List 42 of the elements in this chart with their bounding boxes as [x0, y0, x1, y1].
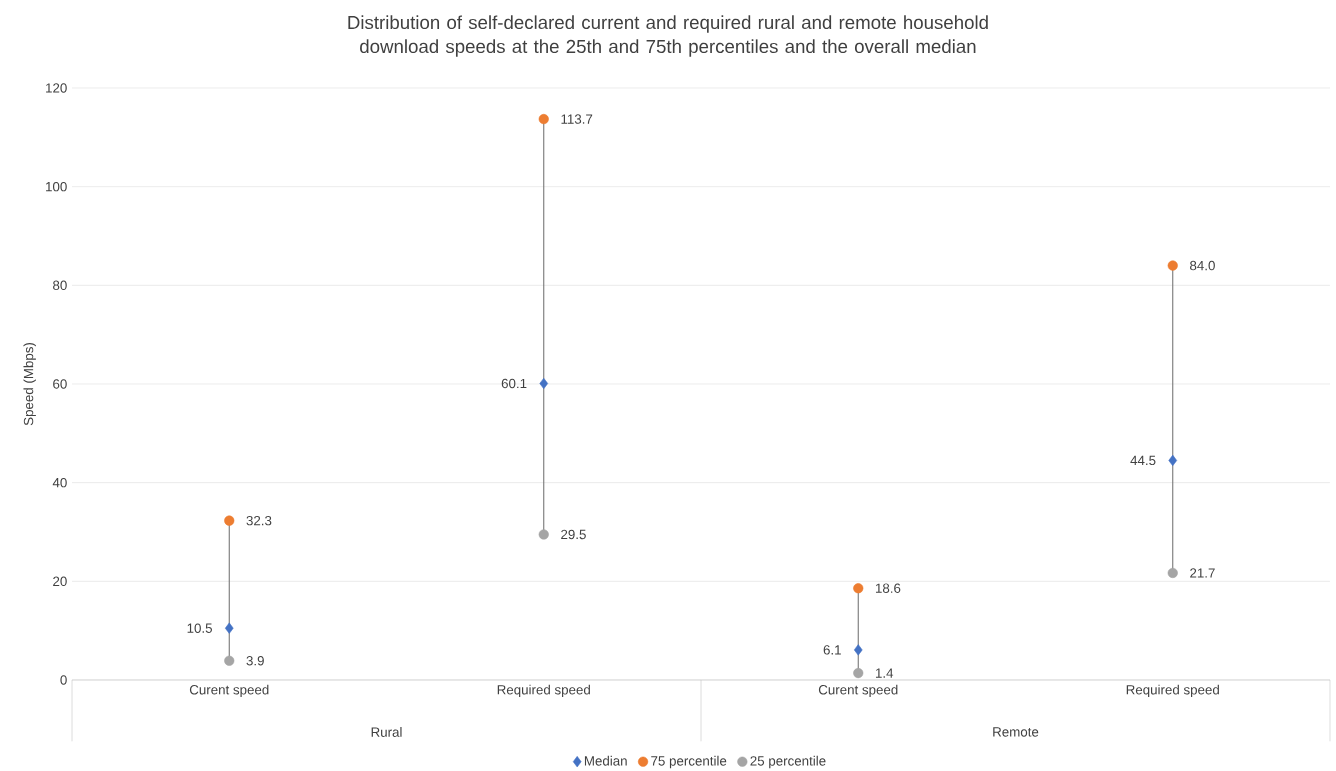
point	[224, 515, 235, 526]
point	[538, 529, 549, 540]
point	[538, 114, 549, 125]
x-tick-label: Curent speed	[818, 684, 898, 698]
legend-label: 75 percentile	[651, 755, 727, 769]
data-label: 29.5	[561, 529, 586, 540]
y-tick-label: 60	[53, 379, 67, 389]
point	[853, 583, 864, 594]
data-label: 32.3	[246, 515, 272, 526]
x-tick-label: Required speed	[497, 684, 590, 698]
point	[1167, 260, 1178, 271]
data-label: 84.0	[1190, 260, 1215, 271]
y-tick-label: 20	[53, 576, 67, 587]
data-label: 60.1	[501, 378, 527, 389]
y-axis-title: Speed (Mbps)	[23, 342, 36, 426]
x-tick-label: Required speed	[1126, 684, 1219, 698]
data-label: 3.9	[246, 656, 264, 666]
point	[224, 655, 235, 666]
y-tick-label: 120	[46, 83, 67, 93]
legend-label: Median	[584, 755, 627, 766]
point	[853, 644, 863, 656]
data-label: 21.7	[1190, 568, 1215, 578]
legend-label: 25 percentile	[750, 755, 826, 769]
point	[1168, 454, 1178, 467]
point	[539, 377, 549, 390]
y-tick-label: 80	[53, 280, 67, 291]
data-label: 18.6	[875, 583, 901, 593]
point	[1167, 567, 1178, 578]
y-tick-label: 40	[52, 477, 67, 488]
data-label: 6.1	[823, 645, 841, 655]
data-label: 10.5	[187, 623, 212, 633]
point	[224, 622, 234, 634]
data-label: 113.7	[561, 114, 593, 124]
text: Rural	[371, 727, 402, 737]
y-tick-label: 0	[60, 675, 67, 685]
x-tick-label: Curent speed	[189, 684, 269, 698]
data-label: 44.5	[1130, 455, 1156, 466]
chart-title: Distribution of self-declared current and required rural and remote household download speeds at the 25th and 75th percentiles and the overall median	[348, 15, 988, 57]
data-label: 1.4	[875, 668, 894, 678]
y-tick-label: 100	[46, 181, 67, 192]
text: Remote	[993, 727, 1039, 737]
point	[853, 668, 864, 679]
